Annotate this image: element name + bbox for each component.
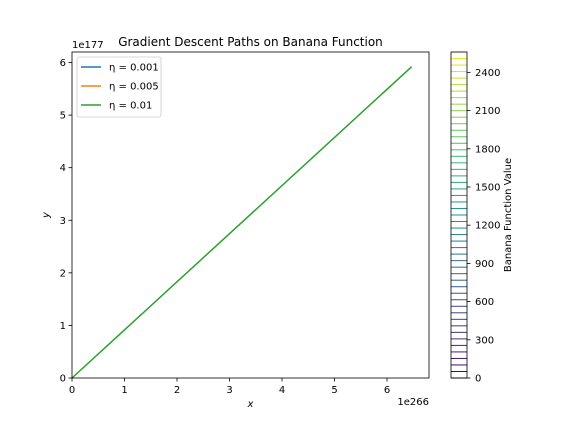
- x-tick-label: 4: [279, 385, 285, 396]
- x-axis-label: x: [247, 399, 254, 410]
- y-axis-label: y: [41, 211, 52, 219]
- colorbar-tick-label: 1800: [475, 144, 500, 155]
- x-offset-label: 1e266: [397, 397, 429, 408]
- series-line-2: [71, 66, 413, 379]
- colorbar-levels: [451, 51, 467, 379]
- x-tick-label: 0: [69, 385, 75, 396]
- chart-title: Gradient Descent Paths on Banana Functio…: [118, 35, 383, 49]
- y-tick-label: 5: [60, 111, 66, 122]
- colorbar-tick-label: 900: [475, 259, 494, 270]
- legend-label-0: η = 0.001: [109, 63, 159, 74]
- y-tick-label: 3: [60, 216, 66, 227]
- x-tick-label: 3: [226, 385, 232, 396]
- y-tick-label: 2: [60, 268, 66, 279]
- legend: η = 0.001 η = 0.005 η = 0.01: [76, 56, 162, 118]
- y-tick-label: 0: [60, 374, 66, 385]
- colorbar-tick-label: 1200: [475, 221, 500, 232]
- colorbar-tick-label: 2100: [475, 106, 500, 117]
- colorbar-tick-label: 2400: [475, 68, 500, 79]
- legend-frame: [76, 56, 162, 118]
- colorbar: 0 300 600 900 1200 1500 1800 2100 2400 Banana Fu…: [450, 51, 514, 385]
- plot-frame: [71, 51, 430, 379]
- y-axis-ticks: 0 1 2 3 4 5 6: [60, 58, 72, 385]
- x-tick-label: 6: [384, 385, 390, 396]
- colorbar-label: Banana Function Value: [503, 158, 514, 272]
- colorbar-tick-label: 0: [475, 374, 481, 385]
- legend-label-2: η = 0.01: [109, 101, 152, 112]
- y-offset-label: 1e177: [72, 40, 104, 51]
- colorbar-tick-label: 600: [475, 297, 494, 308]
- colorbar-ticks: 0 300 600 900 1200 1500 1800 2100 2400: [467, 68, 500, 385]
- y-tick-label: 6: [60, 58, 66, 69]
- series-layer: [71, 66, 413, 379]
- colorbar-tick-label: 1500: [475, 182, 500, 193]
- y-tick-label: 1: [60, 321, 66, 332]
- x-tick-label: 2: [174, 385, 180, 396]
- legend-label-1: η = 0.005: [109, 82, 159, 93]
- y-tick-label: 4: [60, 163, 66, 174]
- colorbar-tick-label: 300: [475, 335, 494, 346]
- x-tick-label: 1: [121, 385, 127, 396]
- x-tick-label: 5: [331, 385, 337, 396]
- colorbar-frame: [450, 51, 468, 379]
- legend-items: η = 0.001 η = 0.005 η = 0.01: [81, 63, 159, 112]
- x-axis-ticks: 0 1 2 3 4 5 6: [69, 378, 390, 396]
